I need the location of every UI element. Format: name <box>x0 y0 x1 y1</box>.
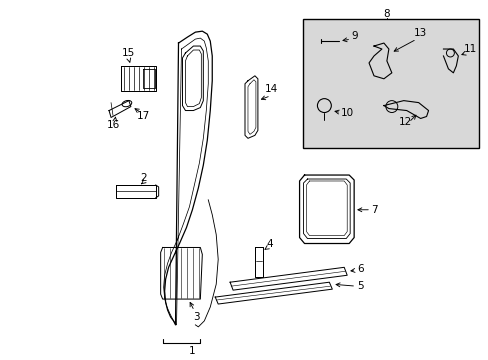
Text: 7: 7 <box>370 205 377 215</box>
Bar <box>302 19 478 148</box>
Text: 8: 8 <box>383 9 389 19</box>
Text: 2: 2 <box>140 173 147 183</box>
Text: 5: 5 <box>356 281 363 291</box>
Text: 3: 3 <box>193 312 199 322</box>
Text: 13: 13 <box>413 28 426 38</box>
Text: 4: 4 <box>266 239 273 249</box>
Text: 12: 12 <box>398 117 411 127</box>
Text: 15: 15 <box>122 48 135 58</box>
Text: 14: 14 <box>264 84 278 94</box>
Text: 6: 6 <box>356 264 363 274</box>
Text: 11: 11 <box>463 44 477 54</box>
Text: 9: 9 <box>350 31 357 41</box>
Text: 10: 10 <box>341 108 354 117</box>
Text: 1: 1 <box>189 346 195 356</box>
Text: 17: 17 <box>137 111 150 121</box>
Text: 16: 16 <box>106 121 120 130</box>
